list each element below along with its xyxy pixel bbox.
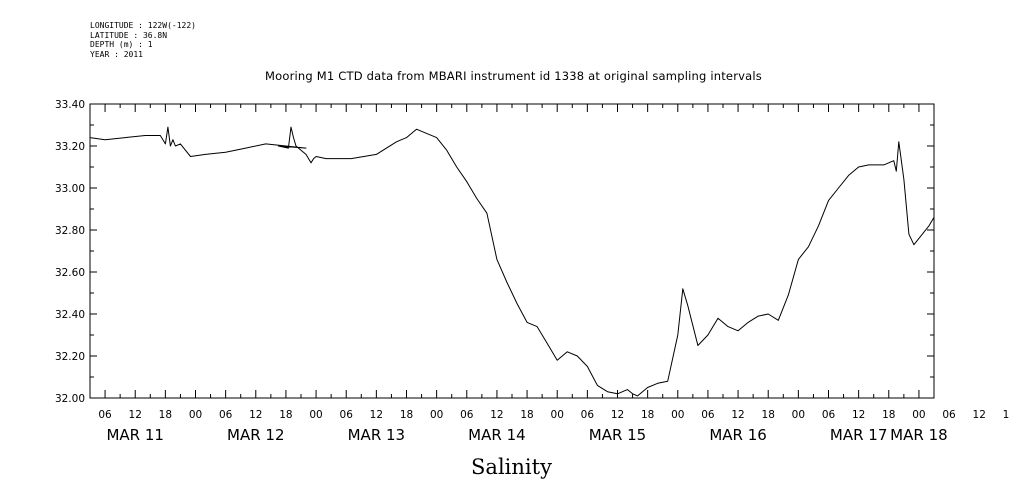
x-tick-label: 12 (249, 409, 262, 421)
y-tick-label: 33.20 (55, 141, 85, 153)
x-tick-label: 00 (912, 409, 925, 421)
x-tick-label: 06 (822, 409, 836, 421)
x-tick-label: 18 (762, 409, 775, 421)
y-tick-label: 32.00 (55, 393, 85, 405)
salinity-series-line (89, 126, 935, 397)
x-tick-label: 18 (400, 409, 413, 421)
day-label: MAR 13 (348, 426, 405, 444)
x-tick-label: 00 (792, 409, 805, 421)
series-layer (89, 126, 935, 397)
day-label: MAR 14 (468, 426, 525, 444)
x-axis-label: Salinity (471, 455, 552, 479)
x-tick-label: 06 (701, 409, 715, 421)
x-tick-label: 06 (98, 409, 112, 421)
x-tick-label: 12 (370, 409, 383, 421)
year-label: YEAR : 2011 (90, 49, 143, 59)
tick-marks (90, 103, 935, 399)
x-tick-label: 12 (490, 409, 503, 421)
x-tick-label: 00 (309, 409, 322, 421)
y-tick-label: 33.00 (55, 183, 85, 195)
x-tick-label: 00 (551, 409, 564, 421)
x-tick-label: 00 (671, 409, 684, 421)
y-tick-labels: 32.00 32.20 32.40 32.60 32.80 33.00 33.20 33.40 (55, 99, 85, 405)
x-tick-label: 18 (159, 409, 172, 421)
x-tick-label: 12 (731, 409, 744, 421)
x-tick-label: 06 (581, 409, 595, 421)
day-labels: MAR 11 MAR 12 MAR 13 MAR 14 MAR 15 MAR 16 MAR … (106, 426, 947, 444)
x-tick-label: 00 (189, 409, 202, 421)
latitude-label: LATITUDE : 36.8N (90, 30, 168, 40)
day-label: MAR 16 (709, 426, 766, 444)
y-tick-label: 32.40 (55, 309, 85, 321)
x-tick-labels: 06 12 18 00 06 12 18 00 06 12 18 00 06 12 18 00 06 12 18 00… (98, 409, 1009, 421)
x-tick-label: 06 (460, 409, 474, 421)
y-tick-label: 32.80 (55, 225, 85, 237)
x-tick-label: 18 (520, 409, 533, 421)
day-label: MAR 12 (227, 426, 284, 444)
day-label: MAR 18 (890, 426, 947, 444)
x-tick-label: 18 (279, 409, 292, 421)
y-tick-label: 33.40 (55, 99, 85, 111)
plot-frame (89, 103, 935, 399)
x-tick-label: 18 (641, 409, 654, 421)
day-label: MAR 11 (106, 426, 163, 444)
longitude-label: LONGITUDE : 122W(-122) (90, 21, 196, 30)
day-label: MAR 17 (830, 426, 887, 444)
y-tick-label: 32.20 (55, 351, 85, 363)
x-tick-label: 06 (219, 409, 233, 421)
x-tick-label: 12 (129, 409, 142, 421)
metadata-block: LONGITUDE : 122W(-122) LATITUDE : 36.8N … (90, 21, 196, 59)
x-tick-label: 12 (973, 409, 986, 421)
x-tick-label: 18 (1003, 409, 1009, 421)
x-tick-label: 18 (882, 409, 895, 421)
day-label: MAR 15 (589, 426, 646, 444)
x-tick-label: 06 (942, 409, 956, 421)
depth-label: DEPTH (m) : 1 (90, 40, 153, 49)
chart-title: Mooring M1 CTD data from MBARI instrumen… (265, 69, 762, 83)
x-tick-label: 00 (430, 409, 443, 421)
x-tick-label: 12 (852, 409, 865, 421)
y-tick-label: 32.60 (55, 267, 85, 279)
x-tick-label: 06 (340, 409, 354, 421)
x-tick-label: 12 (611, 409, 624, 421)
